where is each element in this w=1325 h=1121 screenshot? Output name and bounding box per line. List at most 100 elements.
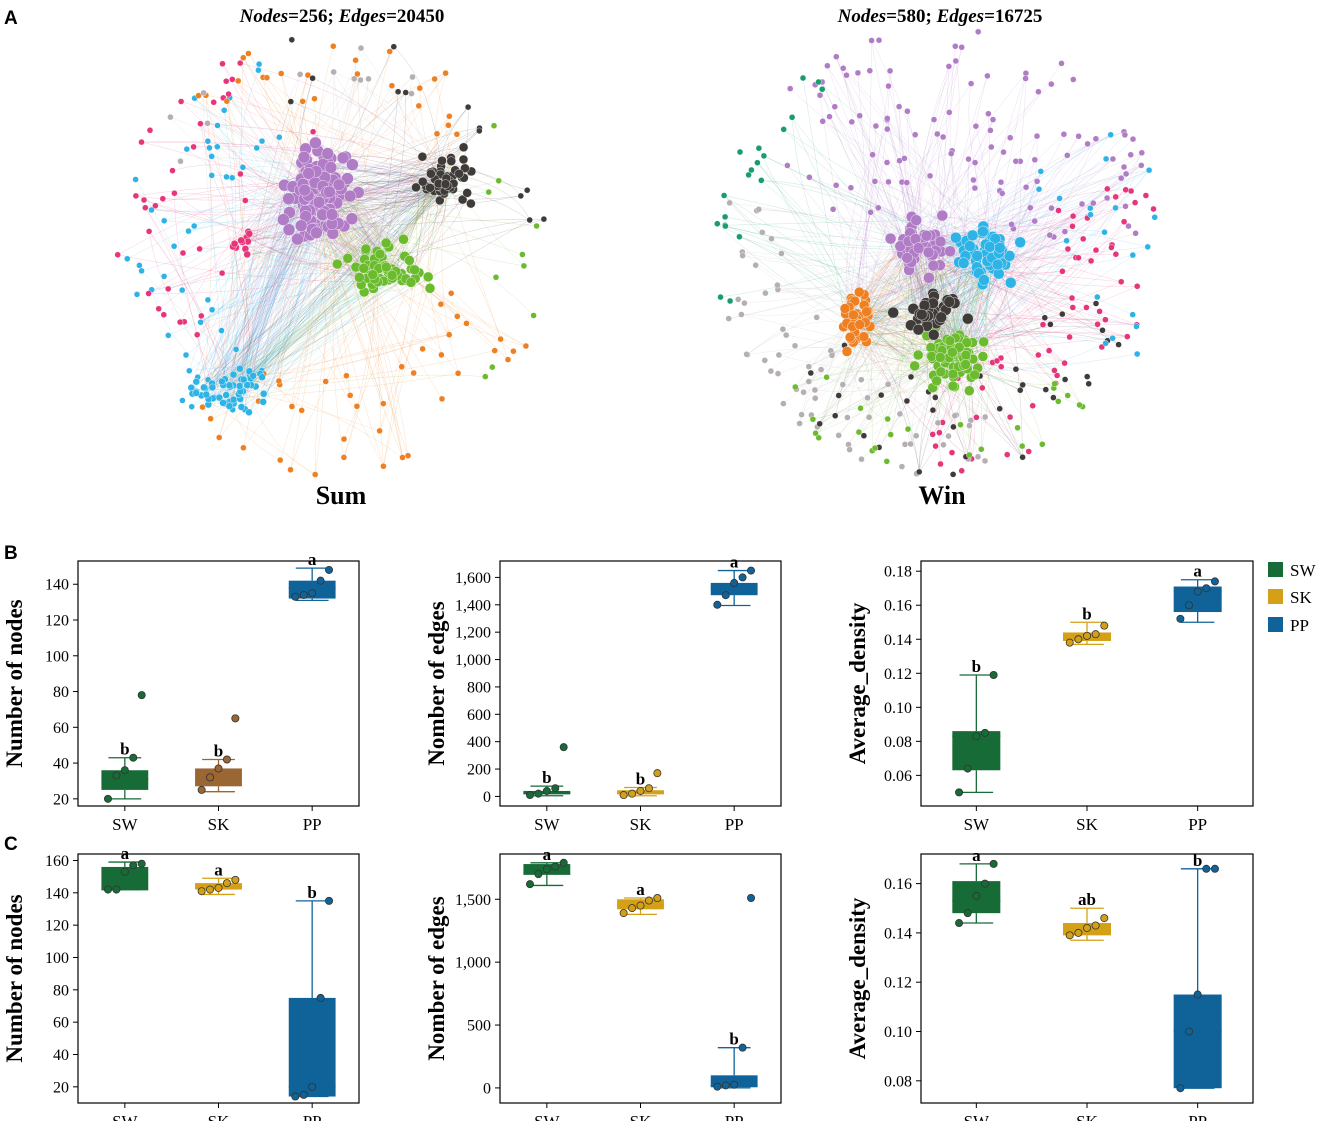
network-edge bbox=[868, 269, 910, 418]
legend-label-sk: SK bbox=[1290, 588, 1312, 607]
box-sw: a bbox=[101, 844, 149, 894]
network-node bbox=[974, 453, 982, 460]
network-node bbox=[1041, 314, 1049, 321]
network-edge bbox=[725, 220, 917, 226]
network-node bbox=[965, 155, 972, 163]
box-pp: b bbox=[288, 883, 336, 1101]
network-node bbox=[833, 182, 840, 189]
network-edge bbox=[809, 177, 940, 266]
network-node bbox=[145, 228, 153, 235]
network-node bbox=[977, 225, 989, 238]
network-node bbox=[1047, 321, 1054, 328]
network-node bbox=[916, 308, 928, 321]
network-edge bbox=[968, 83, 997, 246]
network-node bbox=[311, 95, 318, 102]
network-node bbox=[1117, 174, 1125, 182]
data-point bbox=[308, 589, 317, 598]
network-node bbox=[745, 171, 752, 179]
data-point bbox=[628, 789, 637, 798]
box-pp: b bbox=[710, 894, 758, 1091]
network-edge bbox=[410, 76, 441, 175]
network-node bbox=[952, 43, 959, 50]
network-edge bbox=[148, 231, 231, 387]
data-point bbox=[1083, 631, 1092, 640]
data-point bbox=[197, 887, 206, 896]
network-node bbox=[982, 413, 989, 421]
network-node bbox=[848, 118, 855, 126]
network-edge bbox=[747, 232, 983, 355]
network-node bbox=[491, 347, 498, 354]
network-node bbox=[249, 372, 257, 380]
network-node bbox=[1104, 185, 1111, 193]
significance-letter: b bbox=[972, 657, 981, 676]
network-node bbox=[779, 326, 787, 333]
data-point bbox=[738, 573, 747, 582]
network-node bbox=[399, 454, 406, 461]
network-edge bbox=[196, 391, 316, 475]
chart-b-density: 0.06 0.08 0.10 0.12 0.14 0.16 0.18 SW SK PP Averag… bbox=[845, 560, 1254, 834]
network-edge bbox=[219, 174, 441, 398]
x-tick-label: PP bbox=[725, 1112, 744, 1121]
network-node bbox=[1101, 228, 1108, 236]
significance-letter: a bbox=[972, 846, 981, 865]
network-node bbox=[245, 408, 253, 416]
network-node bbox=[1084, 140, 1091, 148]
network-node bbox=[354, 272, 365, 283]
network-node bbox=[1064, 152, 1071, 159]
network-node bbox=[885, 82, 892, 90]
network-edge bbox=[247, 241, 384, 467]
data-point bbox=[1193, 990, 1202, 999]
network-node bbox=[282, 223, 296, 236]
network-edge bbox=[819, 95, 904, 240]
network-node bbox=[200, 383, 208, 392]
network-edge bbox=[249, 106, 469, 377]
y-axis-label: Nomber of edges bbox=[424, 601, 449, 765]
network-node bbox=[1099, 327, 1106, 334]
network-node bbox=[424, 283, 436, 294]
network-node bbox=[762, 289, 769, 297]
network-node bbox=[947, 347, 958, 358]
network-node bbox=[1127, 187, 1135, 195]
network-node bbox=[1133, 350, 1141, 358]
network-edge bbox=[956, 247, 1112, 351]
x-tick-label: SK bbox=[208, 815, 230, 834]
network-node bbox=[296, 71, 304, 78]
network-edge bbox=[331, 195, 521, 207]
network-node bbox=[934, 235, 947, 248]
network-node bbox=[738, 311, 745, 318]
network-node bbox=[1035, 185, 1043, 193]
network-edge bbox=[854, 267, 977, 333]
x-tick-label: PP bbox=[1188, 1112, 1207, 1121]
data-point bbox=[1065, 638, 1074, 647]
significance-letter: a bbox=[730, 553, 739, 572]
network-node bbox=[489, 363, 496, 371]
network-edge bbox=[765, 257, 908, 294]
network-node bbox=[426, 169, 436, 179]
network-node bbox=[1031, 217, 1038, 225]
network-node bbox=[720, 192, 728, 199]
network-node bbox=[177, 157, 184, 165]
network-node bbox=[901, 441, 909, 448]
box-pp: b bbox=[1173, 851, 1222, 1093]
network-edge bbox=[757, 162, 927, 304]
x-tick-label: SK bbox=[630, 815, 652, 834]
network-edge bbox=[325, 183, 439, 382]
network-edge bbox=[207, 123, 456, 171]
y-tick-label: 0.18 bbox=[884, 564, 912, 581]
network-edge bbox=[240, 210, 310, 390]
network-node bbox=[999, 190, 1006, 197]
network-node bbox=[416, 84, 423, 92]
network-edge bbox=[965, 136, 1079, 365]
data-point bbox=[534, 789, 543, 798]
network-node bbox=[768, 235, 775, 242]
network-node bbox=[495, 177, 502, 185]
data-point bbox=[747, 566, 756, 575]
data-point bbox=[103, 794, 112, 803]
network-edge bbox=[223, 110, 234, 386]
network-edge bbox=[148, 266, 387, 294]
network-node bbox=[854, 319, 865, 330]
network-node bbox=[774, 370, 782, 377]
data-point bbox=[120, 867, 129, 876]
network-node bbox=[824, 62, 831, 70]
network-edge bbox=[932, 189, 1126, 304]
